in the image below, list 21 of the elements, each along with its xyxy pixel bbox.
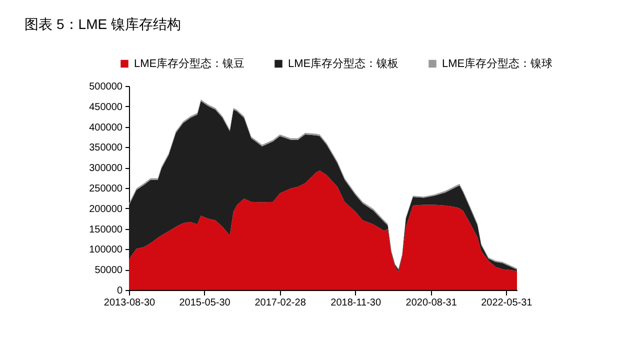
legend-label: LME库存分型态：镍豆 (134, 56, 245, 70)
x-tick-label: 2013-08-30 (104, 298, 156, 308)
y-tick-label: 50000 (94, 265, 123, 276)
y-tick-label: 450000 (89, 102, 123, 113)
y-tick-label: 400000 (89, 122, 123, 134)
y-tick-label: 500000 (89, 82, 123, 92)
y-tick-label: 250000 (89, 184, 123, 194)
legend-label: LME库存分型态：镍板 (288, 56, 399, 70)
y-tick-label: 200000 (89, 204, 123, 215)
x-tick-label: 2018-11-30 (330, 298, 382, 308)
y-tick-label: 300000 (89, 163, 123, 174)
y-tick-label: 150000 (89, 224, 123, 236)
legend-label: LME库存分型态：镍球 (442, 56, 553, 70)
x-tick-label: 2022-05-31 (481, 298, 533, 308)
y-tick-label: 0 (116, 286, 123, 296)
y-tick-label: 350000 (89, 142, 123, 154)
x-tick-label: 2017-02-28 (254, 298, 306, 308)
x-tick-label: 2020-08-31 (406, 298, 458, 308)
x-tick-label: 2015-05-30 (179, 298, 231, 308)
chart-title: 图表 5：LME 镍库存结构 (24, 16, 181, 32)
y-tick-label: 100000 (89, 244, 123, 256)
